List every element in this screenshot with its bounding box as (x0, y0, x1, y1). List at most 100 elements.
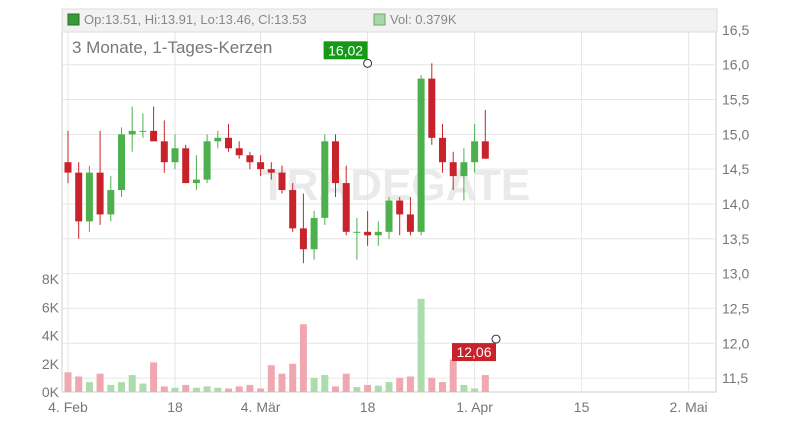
volume-bar (235, 386, 243, 392)
volume-bar (182, 384, 190, 392)
volume-bar (203, 386, 211, 392)
price-tick-label: 16,5 (722, 22, 749, 38)
price-tick-label: 14,0 (722, 196, 749, 212)
candle-body (235, 148, 243, 156)
volume-bar (460, 384, 468, 392)
volume-bar (342, 373, 350, 392)
volume-tick-label: 8K (42, 271, 60, 287)
candle-body (299, 228, 307, 250)
extreme-labels: 16,02 12,06 (323, 41, 501, 362)
candle-body (96, 172, 104, 215)
candle-body (246, 155, 254, 163)
extreme-marker (491, 334, 501, 344)
volume-bar (364, 384, 372, 392)
candles (64, 63, 489, 264)
volume-bar (257, 388, 265, 392)
volume-bar (396, 377, 404, 392)
chart-subtitle: 3 Monate, 1-Tages-Kerzen (72, 38, 272, 57)
volume-bar (332, 386, 339, 392)
date-tick-label: 4. Mär (241, 399, 281, 415)
price-tick-label: 11,5 (722, 370, 748, 386)
volume-bar (160, 386, 168, 392)
candle-body (460, 162, 468, 177)
candle-body (75, 172, 83, 222)
watermark-text: TRADEGATE (260, 161, 531, 210)
candle-body (385, 200, 393, 232)
candle-body (257, 162, 265, 170)
date-tick-label: 18 (167, 399, 183, 415)
volume-bar (439, 382, 446, 392)
volume-bar (449, 359, 457, 392)
volume-tick-label: 2K (42, 356, 60, 372)
candle-body (364, 231, 372, 236)
candle-body (118, 134, 125, 191)
candle-body (182, 148, 190, 184)
volume-bar (225, 388, 232, 392)
candle-body (128, 130, 136, 135)
price-tick-label: 15,0 (722, 126, 749, 142)
date-tick-label: 1. Apr (456, 399, 493, 415)
volume-bar (385, 382, 393, 392)
candle-body (171, 148, 179, 163)
volume-bar (428, 377, 436, 392)
candle-body (428, 78, 436, 138)
volume-axis: 0K 2K 4K 6K 8K (42, 271, 60, 400)
header-bar (61, 8, 718, 33)
candle-body (278, 172, 286, 191)
volume-bar (150, 362, 158, 392)
volume-legend-icon (373, 13, 386, 26)
volume-bar (278, 373, 286, 392)
candle-body (439, 137, 446, 163)
candle-body (267, 169, 275, 173)
candle-body (289, 190, 297, 229)
volume-bar (118, 382, 125, 392)
date-tick-label: 2. Mai (670, 399, 708, 415)
volume-bar (406, 376, 414, 392)
candle-body (150, 130, 158, 142)
candle-body (332, 141, 339, 184)
volume-bar (128, 375, 136, 392)
high-label-text: 16,02 (328, 42, 363, 58)
price-tick-label: 16,0 (722, 57, 749, 73)
candle-body (449, 162, 457, 177)
price-tick-label: 12,5 (722, 300, 749, 316)
low-label-text: 12,06 (456, 344, 491, 360)
candle-body (107, 190, 115, 215)
price-tick-label: 13,5 (722, 231, 749, 247)
volume-bar (96, 373, 104, 392)
candle-body (406, 214, 414, 232)
candle-body (192, 179, 200, 184)
volume-label: Vol: 0.379K (390, 12, 457, 27)
candle-body (139, 130, 147, 132)
candle-body (417, 78, 425, 232)
candle-body (225, 137, 232, 149)
volume-bar (289, 363, 297, 392)
price-tick-label: 15,5 (722, 92, 749, 108)
candle-body (481, 141, 489, 159)
date-axis: 4. Feb 18 4. Mär 18 1. Apr 15 2. Mai (48, 399, 708, 415)
date-tick-label: 4. Feb (48, 399, 88, 415)
volume-bar (310, 377, 318, 392)
ohlc-legend-icon (67, 13, 80, 26)
candle-body (353, 231, 361, 233)
candle-body (203, 141, 211, 180)
candle-body (374, 231, 382, 236)
price-tick-label: 12,0 (722, 335, 749, 351)
volume-tick-label: 0K (42, 384, 60, 400)
volume-bar (75, 376, 83, 392)
volume-bar (246, 384, 254, 392)
candle-body (64, 162, 72, 173)
ohlc-label: Op:13.51, Hi:13.91, Lo:13.46, Cl:13.53 (84, 12, 307, 27)
candle-body (160, 141, 168, 163)
price-tick-label: 13,0 (722, 266, 749, 282)
candle-body (214, 137, 222, 142)
volume-bar (299, 324, 307, 392)
candle-body (471, 141, 479, 163)
volume-bar (481, 375, 489, 392)
price-axis: 11,5 12,0 12,5 13,0 13,5 14,0 14,5 15,0 15,5 16,0… (722, 22, 749, 386)
volume-bar (417, 298, 425, 392)
candle-body (396, 200, 404, 215)
volume-bar (64, 372, 72, 392)
